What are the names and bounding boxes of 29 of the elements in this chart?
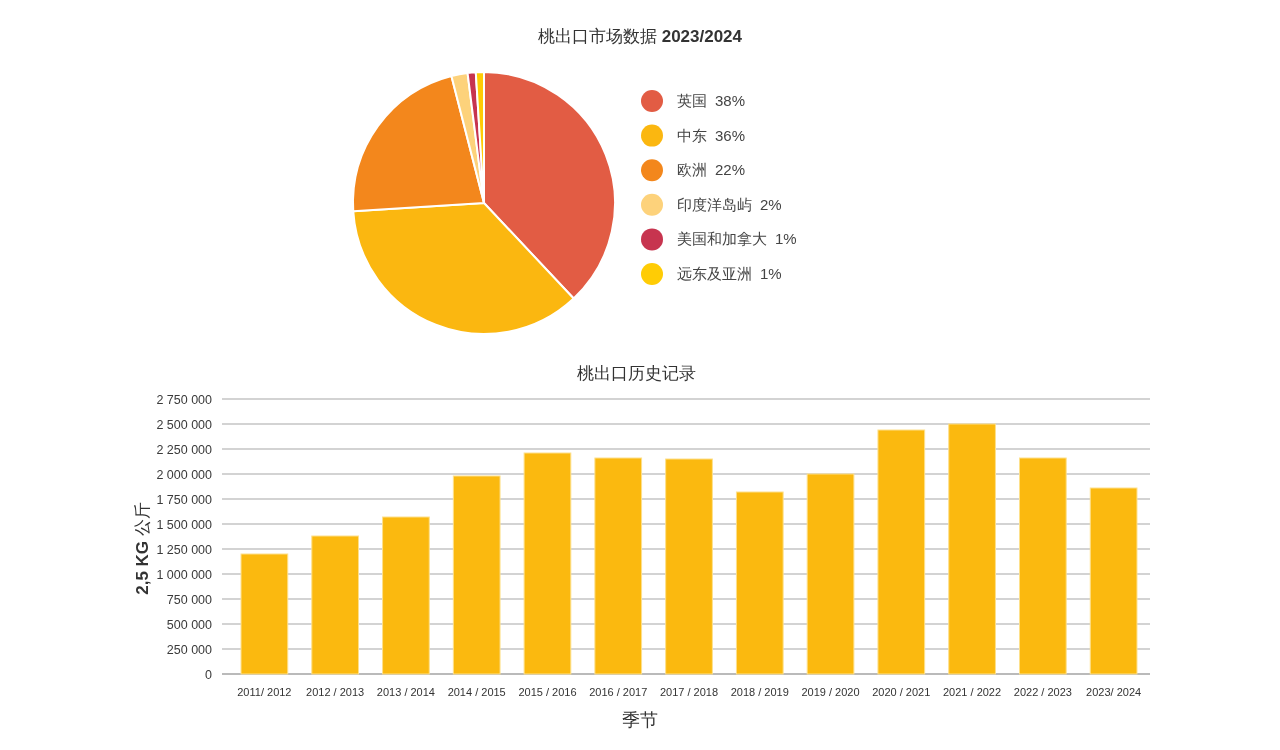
ytick-label: 1 250 000	[156, 542, 212, 557]
ytick-label: 1 000 000	[156, 567, 212, 582]
ylabel: 2,5 KG 公斤	[133, 502, 152, 595]
xtick-label: 2017 / 2018	[659, 686, 719, 698]
title: 桃出口历史记录	[576, 364, 696, 383]
ytick-label: 250 000	[166, 642, 212, 657]
xtick-label: 2018 / 2019	[730, 686, 789, 698]
xtick-label: 2012 / 2013	[306, 686, 365, 698]
ytick-label: 2 250 000	[156, 442, 212, 457]
xtick-label: 2023/ 2024	[1086, 686, 1142, 698]
ytick-label: 1 750 000	[156, 492, 212, 507]
xtick-label: 2015 / 2016	[518, 686, 577, 698]
ytick-label: 500 000	[166, 617, 212, 632]
xtick-label: 2016 / 2017	[589, 686, 648, 698]
ytick-label: 1 500 000	[156, 517, 212, 532]
xlabel: 季节	[622, 710, 658, 730]
xtick-label: 2011/ 2012	[237, 686, 292, 698]
ytick-label: 2 000 000	[156, 467, 212, 482]
ytick-label: 2 750 000	[156, 392, 212, 407]
xtick-label: 2021 / 2022	[943, 686, 1002, 698]
xtick-label: 2013 / 2014	[376, 686, 435, 698]
xtick-label: 2020 / 2021	[872, 686, 931, 698]
xtick-label: 2014 / 2015	[447, 686, 506, 698]
ytick-label: 0	[205, 667, 212, 682]
ytick-label: 750 000	[166, 592, 212, 607]
title: 桃出口市场数据 2023/2024	[537, 27, 743, 46]
xtick-label: 2022 / 2023	[1013, 686, 1072, 698]
ytick-label: 2 500 000	[156, 417, 212, 432]
xtick-label: 2019 / 2020	[801, 686, 860, 698]
